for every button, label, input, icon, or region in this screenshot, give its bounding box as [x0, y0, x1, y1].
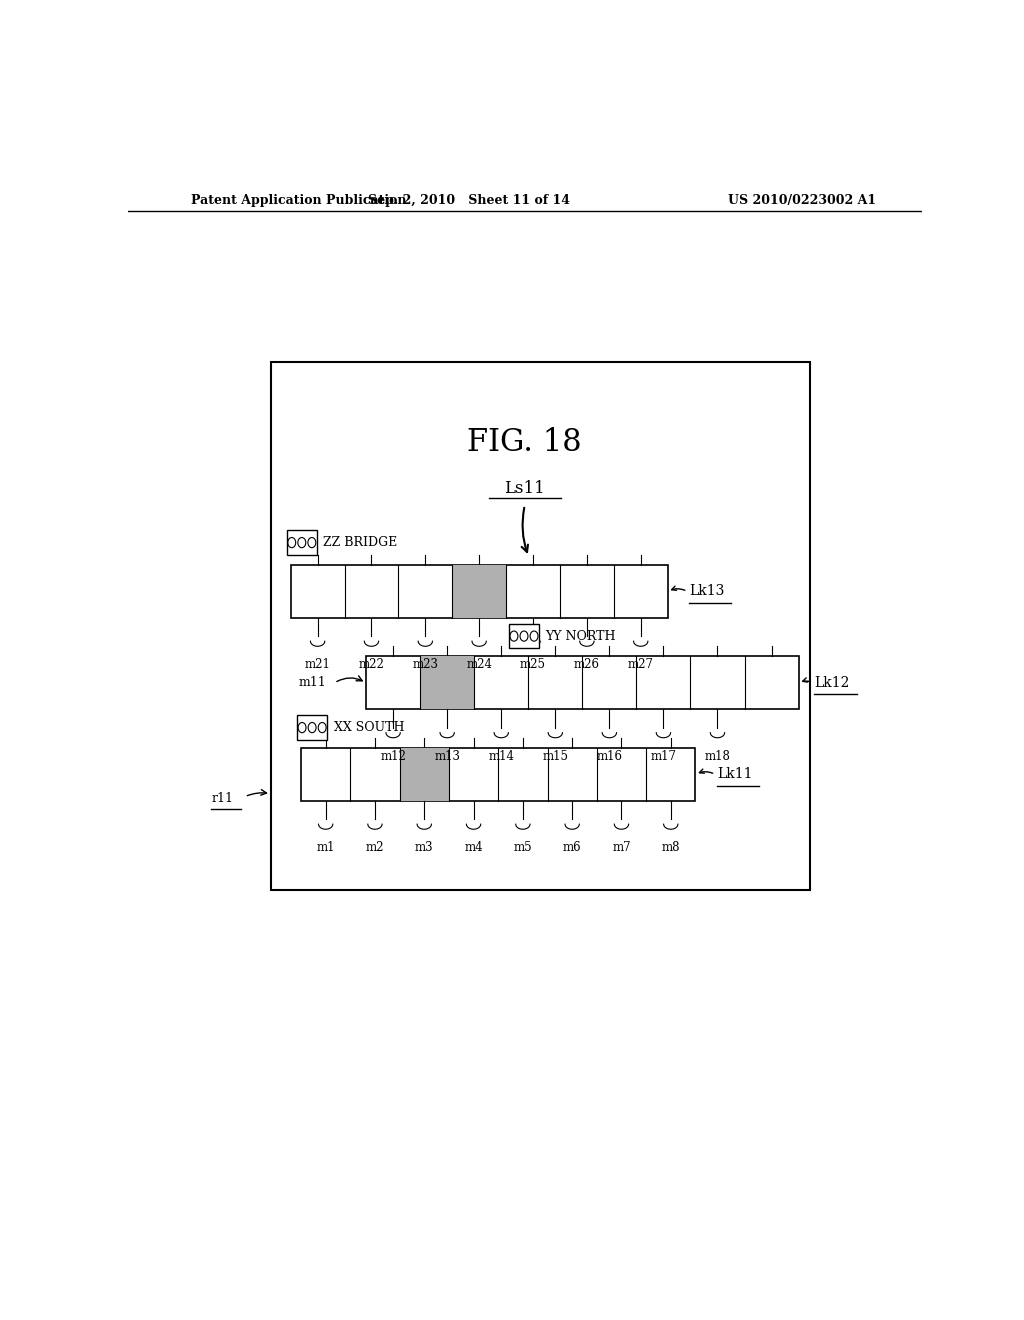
Text: m21: m21: [305, 659, 331, 672]
Text: r11: r11: [211, 792, 233, 805]
Text: Sep. 2, 2010   Sheet 11 of 14: Sep. 2, 2010 Sheet 11 of 14: [369, 194, 570, 207]
Bar: [399, 748, 449, 801]
Text: FIG. 18: FIG. 18: [468, 428, 582, 458]
Text: m4: m4: [464, 841, 483, 854]
Text: Lk13: Lk13: [689, 585, 724, 598]
Text: m12: m12: [380, 750, 407, 763]
Text: m15: m15: [543, 750, 568, 763]
Bar: [509, 624, 539, 648]
Bar: [301, 748, 695, 801]
Text: ZZ BRIDGE: ZZ BRIDGE: [324, 536, 397, 549]
Text: m2: m2: [366, 841, 384, 854]
Text: US 2010/0223002 A1: US 2010/0223002 A1: [728, 194, 877, 207]
Text: Lk11: Lk11: [717, 767, 753, 781]
Text: m6: m6: [563, 841, 582, 854]
Text: m5: m5: [514, 841, 532, 854]
Text: m14: m14: [488, 750, 514, 763]
Text: m27: m27: [628, 659, 653, 672]
Bar: [287, 531, 316, 554]
Text: m8: m8: [662, 841, 680, 854]
Bar: [270, 362, 811, 890]
Text: m7: m7: [612, 841, 631, 854]
Bar: [297, 715, 328, 739]
Text: Ls11: Ls11: [505, 480, 545, 496]
Text: m26: m26: [573, 659, 600, 672]
Text: m1: m1: [316, 841, 335, 854]
Text: Lk12: Lk12: [814, 676, 850, 690]
Text: YY NORTH: YY NORTH: [546, 630, 615, 643]
Text: m18: m18: [705, 750, 730, 763]
Text: m17: m17: [650, 750, 677, 763]
Text: m3: m3: [415, 841, 433, 854]
Text: XX SOUTH: XX SOUTH: [334, 721, 404, 734]
Bar: [453, 565, 506, 618]
Text: m23: m23: [413, 659, 438, 672]
Bar: [367, 656, 799, 709]
Bar: [291, 565, 668, 618]
Text: m16: m16: [596, 750, 623, 763]
Text: Patent Application Publication: Patent Application Publication: [191, 194, 407, 207]
Text: m11: m11: [299, 676, 327, 689]
Text: m25: m25: [520, 659, 546, 672]
Text: m13: m13: [434, 750, 460, 763]
Text: m24: m24: [466, 659, 493, 672]
Text: m22: m22: [358, 659, 384, 672]
Bar: [420, 656, 474, 709]
